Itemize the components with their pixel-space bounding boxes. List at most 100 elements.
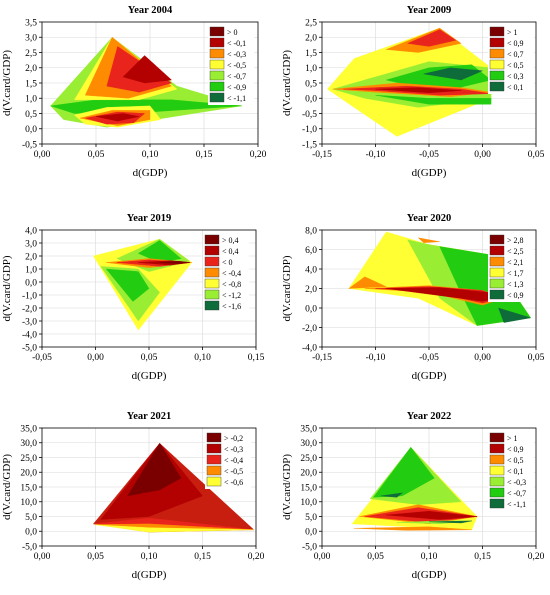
x-tick-label: 0,00 bbox=[87, 353, 104, 363]
y-tick-label: 1,5 bbox=[25, 79, 37, 89]
chart-title: Year 2019 bbox=[127, 213, 171, 224]
x-tick-label: 0,05 bbox=[88, 150, 105, 160]
chart-panel-6: 0,00 0,05 0,10 0,15 0,20 -5,0 0,0 5,0 10,0 15,0 20… bbox=[281, 411, 545, 581]
contour-region-5 bbox=[348, 276, 387, 289]
x-tick-label: 0,20 bbox=[528, 552, 545, 562]
y-tick-label: -4,0 bbox=[22, 330, 37, 340]
y-tick-label: 0,0 bbox=[305, 528, 317, 538]
y-tick-label: 25,0 bbox=[20, 454, 37, 464]
legend-swatch bbox=[489, 476, 505, 487]
legend-label: < 0,1 bbox=[507, 467, 524, 476]
x-tick-label: 0,05 bbox=[141, 353, 158, 363]
legend-label: < 1,3 bbox=[507, 280, 524, 289]
legend-label: < -0,3 bbox=[227, 50, 246, 59]
contour-region-9 bbox=[428, 520, 472, 524]
y-axis-label: d(V.card/GDP) bbox=[281, 50, 293, 116]
legend-label: < 0,5 bbox=[507, 61, 524, 70]
y-tick-label: -3,0 bbox=[22, 317, 37, 327]
legend-label: < -1,2 bbox=[222, 291, 241, 300]
contour-region-9 bbox=[159, 261, 190, 264]
y-tick-label: 4,0 bbox=[25, 226, 37, 236]
legend-label: < -0,4 bbox=[224, 456, 243, 465]
legend-swatch bbox=[489, 454, 505, 465]
legend-swatch bbox=[204, 245, 220, 256]
legend-label: > 0,4 bbox=[222, 236, 239, 245]
legend-label: < -0,3 bbox=[224, 445, 243, 454]
y-tick-label: 0,0 bbox=[305, 95, 317, 105]
y-axis-label: d(V.card/GDP) bbox=[281, 454, 293, 520]
chart-panel-1: 0,00 0,05 0,10 0,15 0,20 -0,5 0,0 0,5 1,0 1,5 2,0 2… bbox=[1, 5, 267, 179]
x-tick-label: 0,00 bbox=[34, 552, 51, 562]
legend-label: > 1 bbox=[507, 434, 518, 443]
y-tick-label: 20,0 bbox=[300, 469, 317, 479]
chart-panel-4: -0,15 -0,10 -0,05 0,00 0,05 -4,0 -2,0 0,0 2,0 4,0… bbox=[281, 213, 545, 382]
legend-label: < -1,6 bbox=[222, 302, 241, 311]
x-axis-label: d(GDP) bbox=[132, 370, 167, 382]
contour-region-7 bbox=[407, 29, 456, 47]
x-tick-label: -0,10 bbox=[366, 150, 386, 160]
y-tick-label: 4,0 bbox=[305, 265, 317, 275]
legend-swatch bbox=[489, 37, 505, 48]
x-tick-label: 0,05 bbox=[528, 150, 545, 160]
x-tick-label: 0,05 bbox=[367, 552, 384, 562]
y-tick-label: 2,0 bbox=[25, 252, 37, 262]
y-tick-label: 30,0 bbox=[300, 439, 317, 449]
y-tick-label: 6,0 bbox=[305, 246, 317, 256]
legend-label: > 0 bbox=[227, 28, 238, 37]
y-tick-label: -5,0 bbox=[302, 542, 317, 552]
y-tick-label: 15,0 bbox=[300, 483, 317, 493]
legend-label: > 2,8 bbox=[507, 236, 524, 245]
legend-swatch bbox=[209, 48, 225, 59]
legend-swatch bbox=[206, 454, 222, 465]
legend-swatch bbox=[489, 48, 505, 59]
legend-label: < 0,5 bbox=[507, 456, 524, 465]
y-tick-label: 15,0 bbox=[20, 483, 37, 493]
y-axis-label: d(V.card/GDP) bbox=[1, 50, 13, 116]
legend-label: < -0,7 bbox=[227, 72, 246, 81]
x-tick-label: 0,00 bbox=[474, 150, 491, 160]
legend-swatch bbox=[489, 245, 505, 256]
x-tick-label: 0,10 bbox=[141, 552, 158, 562]
legend-label: < 2,1 bbox=[507, 258, 524, 267]
legend-swatch bbox=[209, 59, 225, 70]
y-tick-label: 30,0 bbox=[20, 439, 37, 449]
contour-region-10 bbox=[353, 526, 472, 531]
chart-title: Year 2020 bbox=[407, 213, 451, 224]
legend-label: < -0,9 bbox=[227, 83, 246, 92]
legend-swatch bbox=[206, 443, 222, 454]
legend-label: > -0,2 bbox=[224, 434, 243, 443]
legend-label: < -0,1 bbox=[227, 39, 246, 48]
contour-region-6 bbox=[122, 55, 172, 84]
contour-region-10 bbox=[375, 87, 462, 94]
y-tick-label: 0,5 bbox=[25, 110, 37, 120]
x-tick-label: 0,05 bbox=[87, 552, 104, 562]
legend-label: < 0,9 bbox=[507, 445, 524, 454]
legend-label: < 0,9 bbox=[507, 39, 524, 48]
y-tick-label: -5,0 bbox=[22, 343, 37, 353]
x-tick-label: -0,15 bbox=[312, 150, 332, 160]
y-axis-label: d(V.card/GDP) bbox=[281, 255, 293, 321]
legend-swatch bbox=[489, 465, 505, 476]
legend-label: < -0,6 bbox=[224, 478, 243, 487]
legend-swatch bbox=[489, 289, 505, 300]
x-tick-label: -0,10 bbox=[366, 353, 386, 363]
legend-label: < 0,4 bbox=[222, 247, 239, 256]
y-tick-label: 3,0 bbox=[25, 239, 37, 249]
y-tick-label: -0,5 bbox=[302, 110, 317, 120]
y-axis-label: d(V.card/GDP) bbox=[1, 454, 13, 520]
x-tick-label: -0,05 bbox=[419, 353, 439, 363]
chart-title: Year 2022 bbox=[407, 411, 451, 422]
legend-label: < -1,1 bbox=[227, 94, 246, 103]
y-tick-label: 0,0 bbox=[25, 278, 37, 288]
contour-region-6 bbox=[95, 524, 255, 533]
contour-region-4 bbox=[380, 492, 403, 498]
chart-title: Year 2009 bbox=[407, 5, 451, 16]
contour-region-5 bbox=[105, 268, 150, 302]
y-tick-label: -4,0 bbox=[302, 343, 317, 353]
legend-label: < 0,9 bbox=[507, 291, 524, 300]
chart-panel-2: -0,15 -0,10 -0,05 0,00 0,05 -1,5 -1,0 -0,5 0,0 0,… bbox=[281, 5, 545, 179]
y-tick-label: 2,5 bbox=[305, 18, 317, 28]
y-tick-label: 2,0 bbox=[305, 34, 317, 44]
y-tick-label: 0,0 bbox=[25, 125, 37, 135]
legend-swatch bbox=[206, 476, 222, 487]
